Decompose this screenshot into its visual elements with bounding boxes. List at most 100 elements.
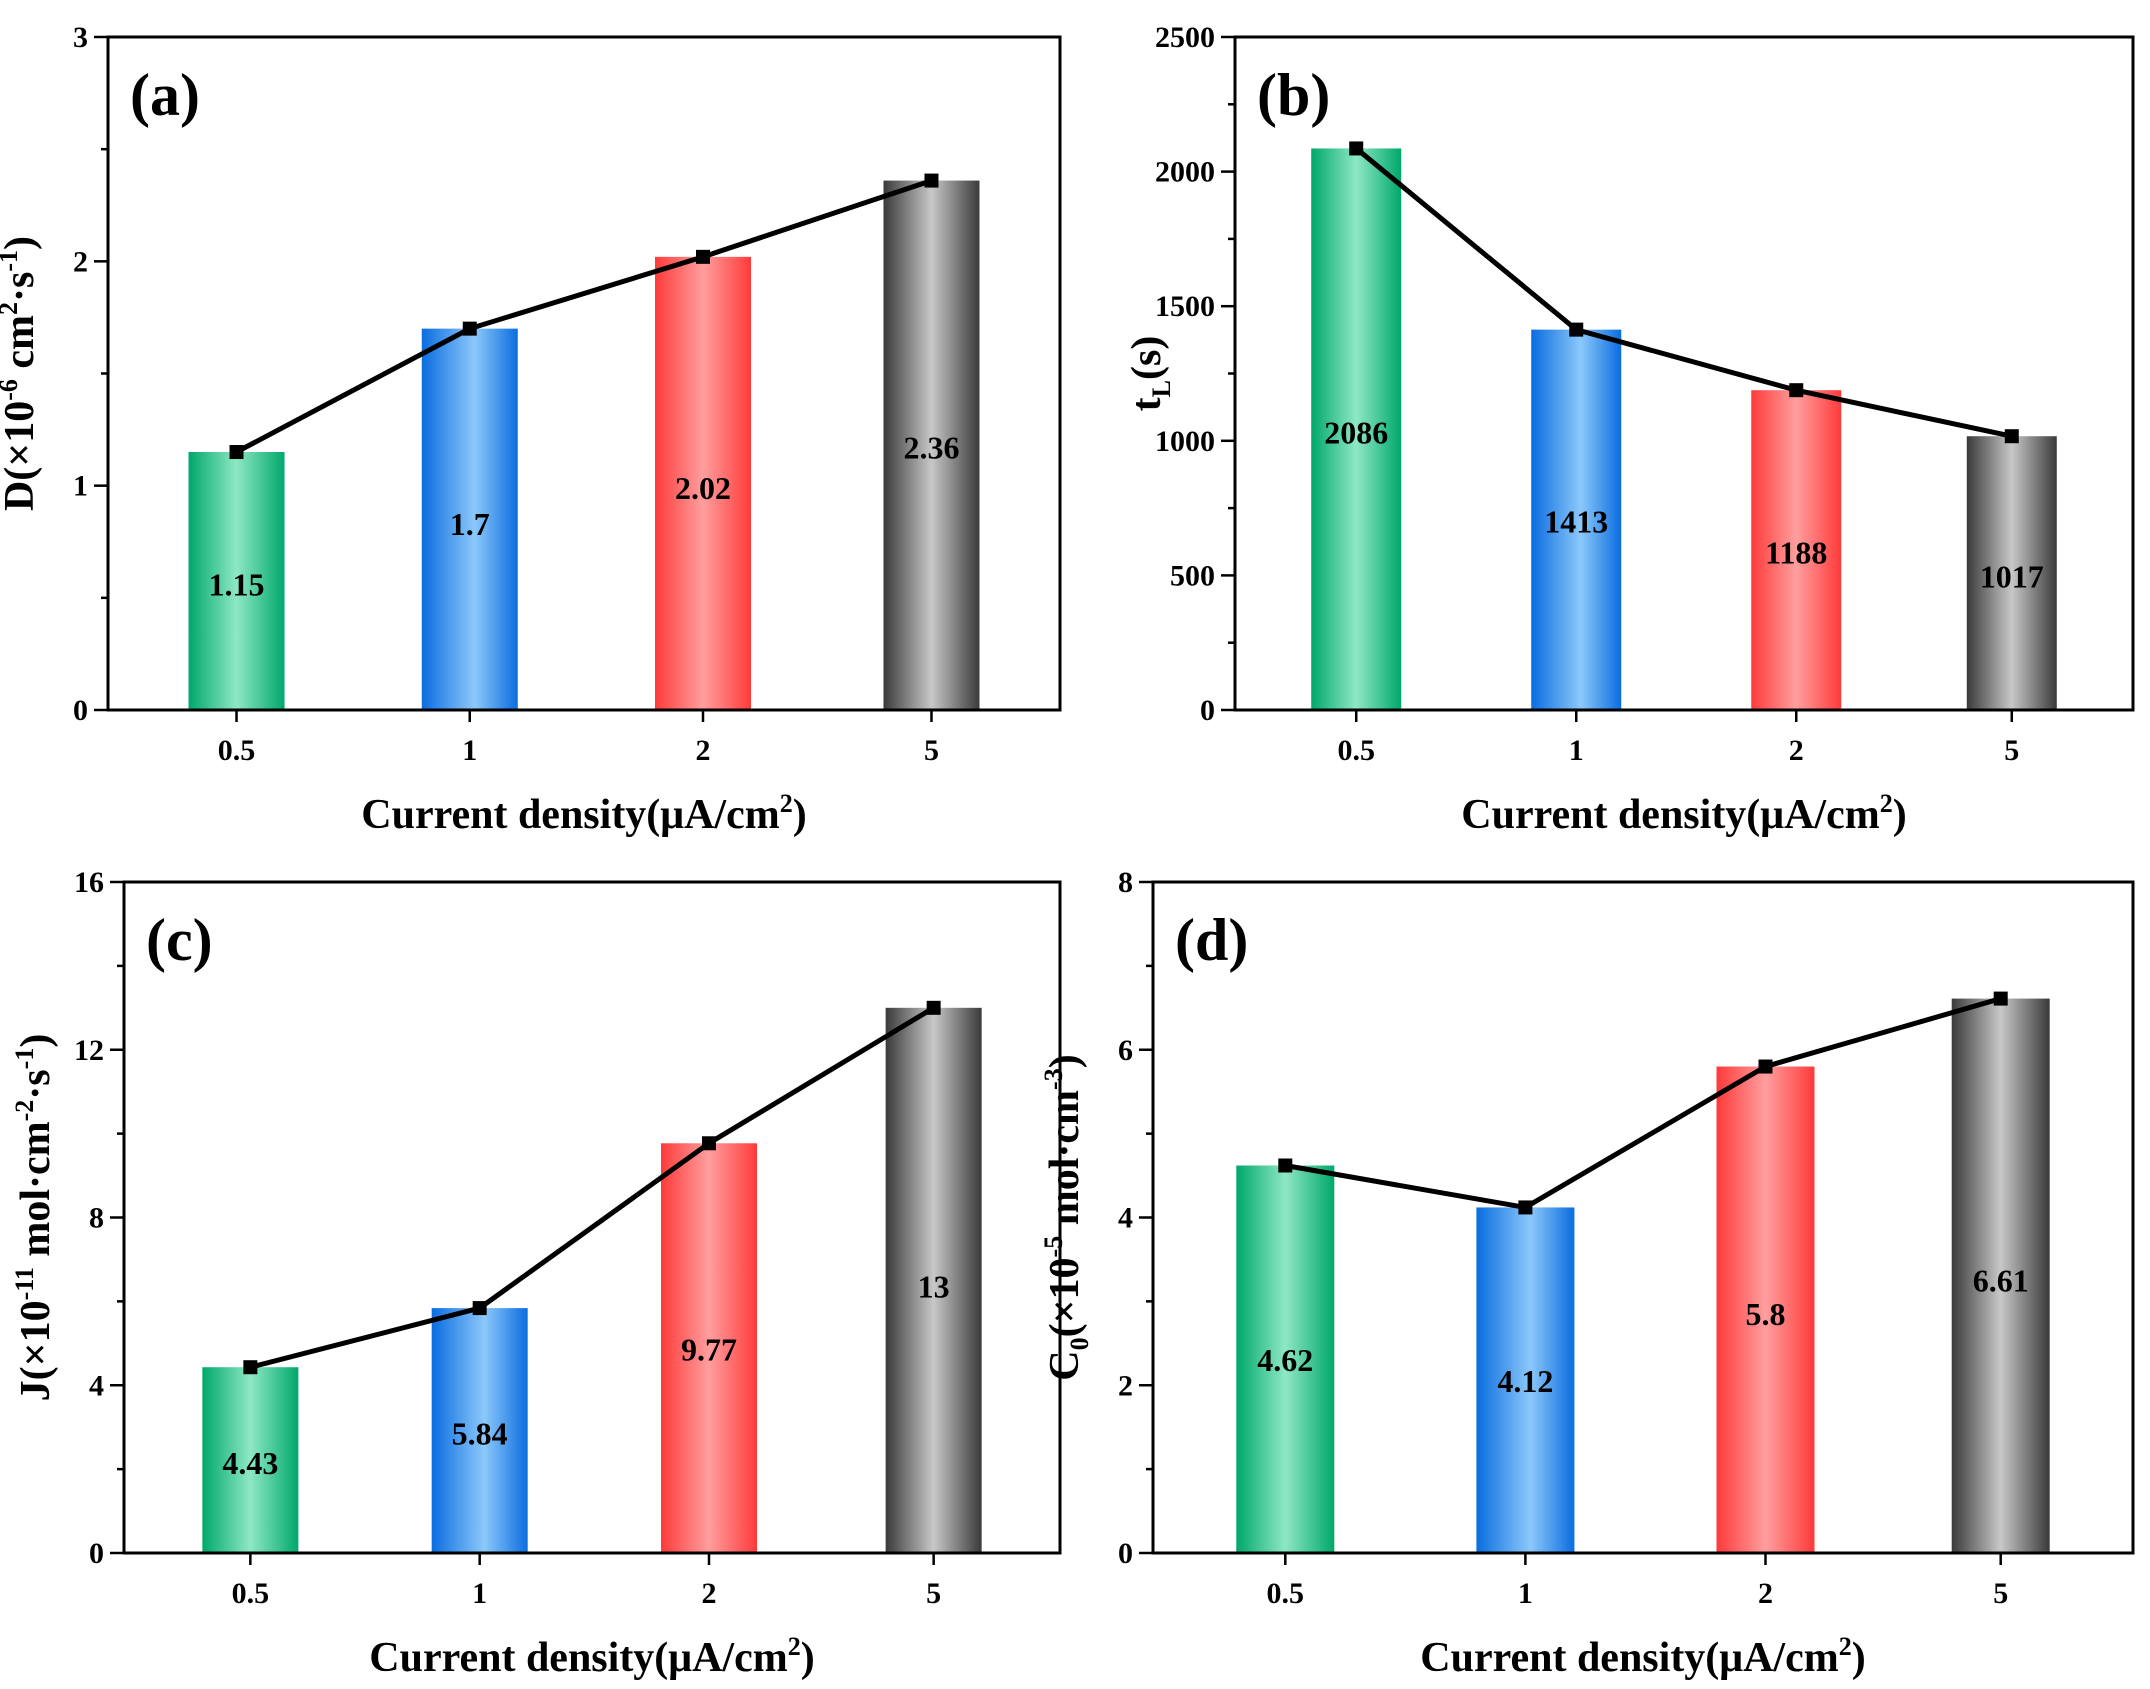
bar-5 (1966, 436, 2057, 710)
y-tick-label: 1 (73, 470, 88, 503)
x-tick-label: 1 (1569, 734, 1584, 767)
y-tick-label: 1500 (1155, 290, 1215, 323)
y-axis-title: J(×10-11 mol·cm-2·s-1) (10, 1034, 59, 1402)
y-tick-label: 2500 (1155, 21, 1215, 54)
x-tick-label: 5 (2004, 734, 2019, 767)
panel-label: (d) (1175, 907, 1248, 973)
bar-2 (1716, 1066, 1815, 1553)
trend-marker (462, 321, 477, 336)
y-tick-label: 3 (73, 21, 88, 54)
y-tick-label: 500 (1170, 559, 1215, 592)
bar-0-5 (1311, 148, 1402, 711)
x-tick-label: 2 (1789, 734, 1804, 767)
trend-marker (696, 249, 710, 264)
bar-1 (1476, 1207, 1575, 1553)
y-tick-label: 0 (1200, 694, 1215, 727)
bar-value-label: 1188 (1765, 535, 1827, 571)
trend-marker (924, 173, 939, 188)
bar-1 (1531, 329, 1622, 710)
bar-value-label: 5.84 (452, 1415, 508, 1451)
trend-marker (472, 1301, 487, 1316)
trend-line (1354, 146, 2013, 439)
bar-value-label: 1.7 (450, 506, 490, 542)
bar-value-label: 5.8 (1746, 1296, 1786, 1332)
panel-label: (a) (130, 62, 200, 128)
bar-5 (885, 1007, 982, 1553)
x-axis-title: Current density(μA/cm2) (1461, 789, 1906, 838)
bar-0-5 (188, 452, 285, 710)
y-axis-title: C0(×10-5 mol·cm-3) (1039, 1054, 1094, 1380)
y-tick-label: 0 (89, 1537, 104, 1570)
bar-5 (1951, 998, 2050, 1553)
y-tick-label: 2000 (1155, 156, 1215, 189)
bar-1 (421, 328, 518, 710)
trend-marker (1518, 1200, 1533, 1215)
y-tick-label: 8 (1118, 866, 1133, 899)
y-tick-label: 0 (73, 694, 88, 727)
bar-1 (431, 1308, 528, 1553)
x-tick-label: 0.5 (218, 734, 256, 767)
y-tick-label: 4 (89, 1369, 104, 1402)
y-tick-label: 4 (1118, 1202, 1133, 1235)
bar-value-label: 1.15 (209, 566, 265, 602)
x-tick-label: 5 (926, 1577, 941, 1610)
y-tick-label: 2 (1118, 1369, 1133, 1402)
trend-marker (229, 445, 244, 460)
bar-value-label: 2.02 (675, 470, 731, 506)
bar-value-label: 4.43 (222, 1445, 278, 1481)
bar-value-label: 2.36 (903, 430, 959, 466)
y-axis-title: D(×10-6 cm2·s-1) (0, 236, 43, 511)
bar-5 (883, 180, 980, 710)
bar-value-label: 13 (918, 1269, 950, 1305)
x-tick-label: 0.5 (232, 1577, 270, 1610)
bar-2 (655, 256, 751, 710)
trend-marker (1993, 991, 2008, 1006)
panel-label: (c) (146, 907, 213, 973)
y-axis-title: tL(s) (1124, 336, 1176, 412)
y-tick-label: 16 (74, 866, 104, 899)
chart-panel-1: 0 1 2 3 0.5 1 2 5 1.15 1.7 2.02 2.36 (a) Current dens… (0, 21, 1062, 838)
trend-marker (1758, 1059, 1773, 1074)
trend-line (235, 178, 933, 455)
x-tick-label: 5 (1993, 1577, 2008, 1610)
x-tick-label: 2 (702, 1577, 717, 1610)
trend-marker (1278, 1158, 1293, 1173)
y-tick-label: 1000 (1155, 425, 1215, 458)
trend-marker (1789, 383, 1804, 398)
trend-marker (702, 1136, 716, 1151)
bar-value-label: 4.62 (1257, 1342, 1313, 1378)
bar-value-label: 6.61 (1973, 1262, 2029, 1298)
y-tick-label: 0 (1118, 1537, 1133, 1570)
trend-line (249, 1005, 935, 1370)
x-tick-label: 0.5 (1337, 734, 1375, 767)
bar-value-label: 1413 (1544, 504, 1608, 540)
x-axis-title: Current density(μA/cm2) (369, 1632, 814, 1681)
chart-panel-4: 0 2 4 6 8 0.5 1 2 5 4.62 4.12 5.8 6.61 (d) Current den… (1039, 866, 2135, 1681)
chart-panel-2: 0 500 1000 1500 2000 2500 0.5 1 2 5 2086 1413 1188 10… (1124, 21, 2135, 838)
x-tick-label: 1 (1518, 1577, 1533, 1610)
x-tick-label: 2 (1758, 1577, 1773, 1610)
x-tick-label: 0.5 (1267, 1577, 1305, 1610)
x-axis-title: Current density(μA/cm2) (1420, 1632, 1865, 1681)
y-tick-label: 8 (89, 1202, 104, 1235)
x-tick-label: 2 (696, 734, 711, 767)
x-tick-label: 1 (462, 734, 477, 767)
y-tick-label: 12 (74, 1034, 104, 1067)
x-axis-title: Current density(μA/cm2) (361, 789, 806, 838)
panel-label: (b) (1257, 62, 1330, 128)
x-tick-label: 5 (924, 734, 939, 767)
bar-value-label: 1017 (1980, 559, 2044, 595)
trend-line (1284, 996, 2002, 1211)
bar-value-label: 9.77 (681, 1332, 737, 1368)
bar-value-label: 2086 (1324, 415, 1388, 451)
x-tick-label: 1 (472, 1577, 487, 1610)
y-tick-label: 6 (1118, 1034, 1133, 1067)
trend-marker (1569, 322, 1584, 337)
bar-value-label: 4.12 (1497, 1363, 1553, 1399)
y-tick-label: 2 (73, 245, 88, 278)
bar-0-5 (202, 1367, 299, 1553)
bar-2 (661, 1143, 757, 1553)
trend-marker (243, 1360, 258, 1375)
